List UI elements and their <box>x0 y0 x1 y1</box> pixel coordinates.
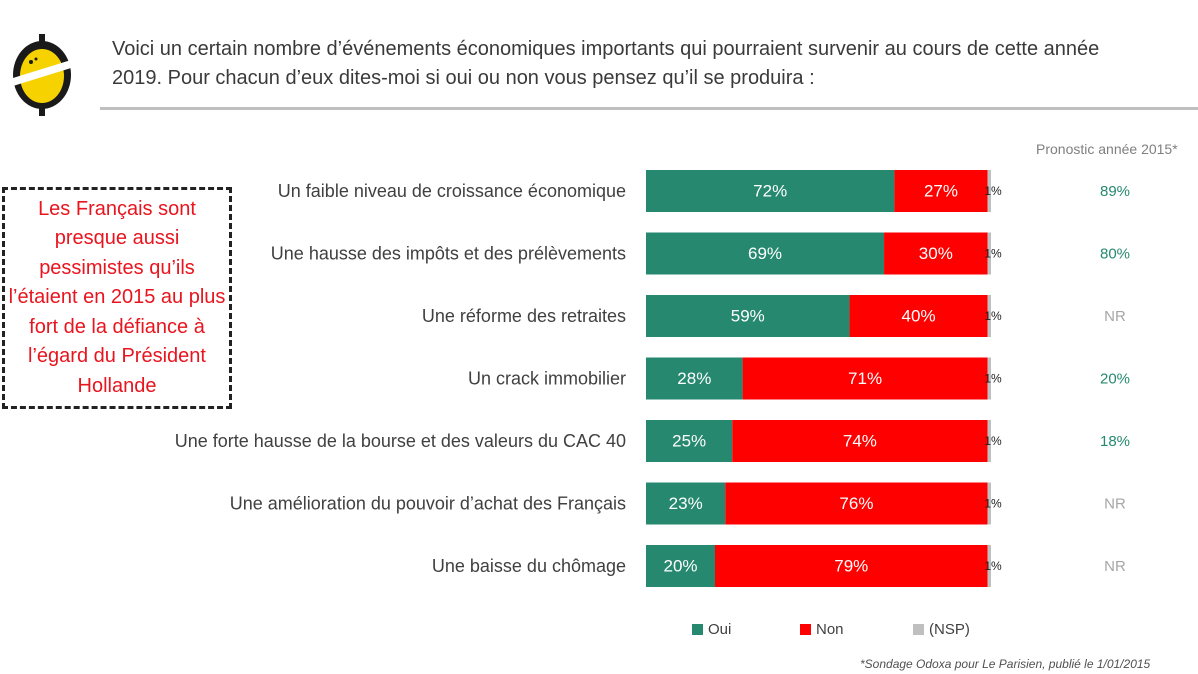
data-label-oui: 23% <box>669 494 703 513</box>
data-label-nsp: 1% <box>984 309 1002 323</box>
bar-oui <box>646 295 850 337</box>
data-label-nsp: 1% <box>984 434 1002 448</box>
bar-non <box>715 545 988 587</box>
comparison-value: 20% <box>1100 370 1130 387</box>
data-label-oui: 20% <box>663 556 697 575</box>
bar-nsp <box>987 420 991 462</box>
comparison-value: NR <box>1104 495 1126 512</box>
data-label-oui: 28% <box>677 369 711 388</box>
bar-oui <box>646 357 743 400</box>
bar-nsp <box>987 482 991 525</box>
bar-oui <box>646 232 885 275</box>
bar-oui <box>646 420 733 462</box>
legend-label: Oui <box>708 621 731 638</box>
bar-non <box>742 357 988 400</box>
comparison-value: NR <box>1104 308 1126 325</box>
bar-non <box>849 295 988 337</box>
comparison-value: 18% <box>1100 433 1130 450</box>
survey-question: Voici un certain nombre d’événements éco… <box>112 35 1198 95</box>
legend-label: (NSP) <box>929 621 970 638</box>
footnote: *Sondage Odoxa pour Le Parisien, publié … <box>860 657 1151 671</box>
callout-box: Les Français sont presque aussi pessimis… <box>2 187 232 409</box>
bar-nsp <box>987 232 991 275</box>
bar-non <box>732 420 988 462</box>
data-label-oui: 72% <box>753 181 787 200</box>
category-label: Une réforme des retraites <box>422 306 626 326</box>
legend-label: Non <box>816 621 844 638</box>
category-label: Un faible niveau de croissance économiqu… <box>278 181 626 201</box>
data-label-nsp: 1% <box>984 372 1002 386</box>
category-label: Une forte hausse de la bourse et des val… <box>175 431 626 451</box>
comparison-value: 89% <box>1100 183 1130 200</box>
bar-nsp <box>987 357 991 400</box>
header-divider <box>100 107 1198 110</box>
bar-nsp <box>987 295 991 337</box>
comparison-value: 80% <box>1100 245 1130 262</box>
bar-oui <box>646 482 726 525</box>
bar-nsp <box>987 545 991 587</box>
bar-non <box>725 482 988 525</box>
data-label-non: 71% <box>848 369 882 388</box>
odoxa-logo <box>13 34 71 116</box>
legend-swatch <box>913 624 924 635</box>
data-label-nsp: 1% <box>984 497 1002 511</box>
data-label-non: 40% <box>902 306 936 325</box>
data-label-non: 74% <box>843 431 877 450</box>
data-label-nsp: 1% <box>984 247 1002 261</box>
legend-swatch <box>692 624 703 635</box>
data-label-non: 76% <box>839 494 873 513</box>
bar-nsp <box>987 170 991 212</box>
bar-non <box>884 232 988 275</box>
data-label-nsp: 1% <box>984 184 1002 198</box>
question-line-2: 2019. Pour chacun d’eux dites-moi si oui… <box>112 67 815 89</box>
comparison-value: NR <box>1104 558 1126 575</box>
data-label-non: 30% <box>919 244 953 263</box>
category-label: Une hausse des impôts et des prélèvement… <box>271 243 626 263</box>
bar-oui <box>646 170 895 212</box>
data-label-oui: 69% <box>748 244 782 263</box>
data-label-non: 79% <box>834 556 868 575</box>
bar-non <box>894 170 988 212</box>
category-label: Une amélioration du pouvoir d’achat des … <box>230 493 626 513</box>
callout-text: Les Français sont presque aussi pessimis… <box>8 197 226 397</box>
comparison-header: Pronostic année 2015* <box>1036 141 1178 157</box>
data-label-non: 27% <box>924 181 958 200</box>
category-label: Un crack immobilier <box>468 368 626 388</box>
data-label-oui: 59% <box>731 306 765 325</box>
legend-swatch <box>800 624 811 635</box>
question-line-1: Voici un certain nombre d’événements éco… <box>112 38 1100 60</box>
category-label: Une baisse du chômage <box>432 556 626 576</box>
data-label-nsp: 1% <box>984 559 1002 573</box>
data-label-oui: 25% <box>672 431 706 450</box>
bar-oui <box>646 545 715 587</box>
